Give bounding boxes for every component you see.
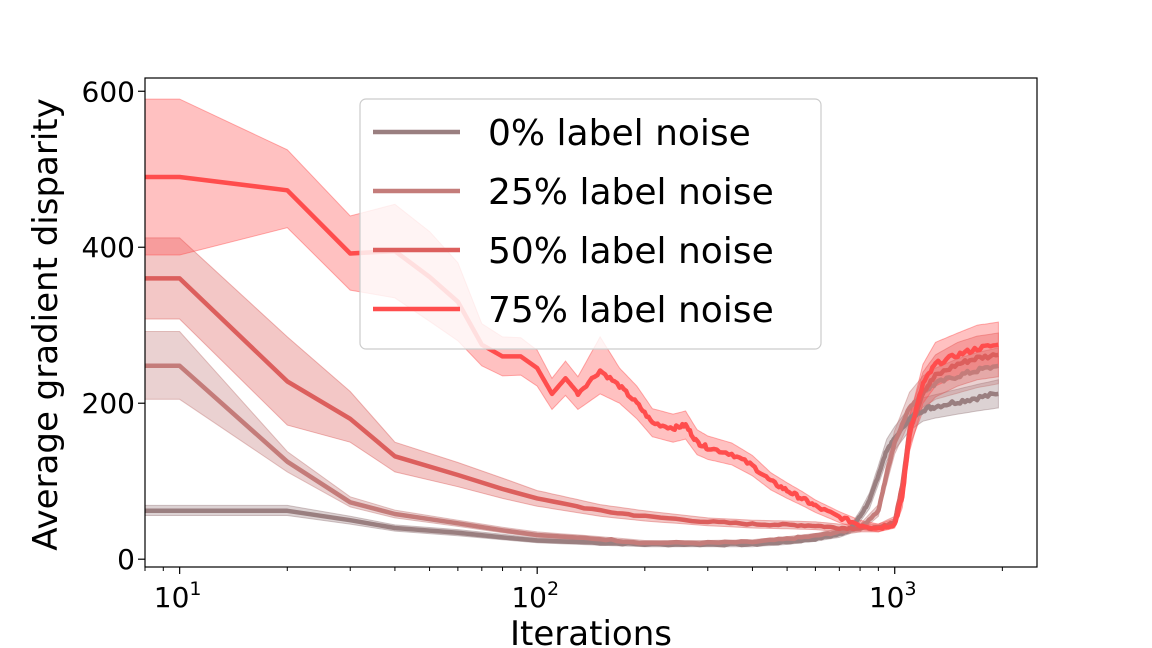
y-axis-ticks: 0 200 400 600 (82, 75, 145, 576)
series-band-2 (144, 237, 999, 533)
y-axis-label: Average gradient disparity (26, 98, 66, 551)
y-tick-label: 200 (82, 387, 135, 420)
plot-area (144, 77, 1038, 568)
y-tick-label: 600 (82, 75, 135, 108)
series-lines (145, 174, 999, 548)
plot-frame (144, 77, 1038, 568)
y-tick-label: 0 (117, 543, 135, 576)
legend-label-3: 75% label noise (488, 290, 774, 331)
x-axis-label: Iterations (510, 614, 672, 648)
series-line-3 (145, 174, 999, 531)
series-line-0 (145, 391, 999, 548)
legend-label-2: 50% label noise (488, 231, 774, 272)
legend: 0% label noise 25% label noise 50% label n… (359, 98, 822, 350)
x-tick-label: 101 (154, 578, 202, 614)
x-tick-label: 102 (511, 578, 559, 614)
legend-label-1: 25% label noise (488, 172, 774, 213)
y-tick-label: 400 (82, 231, 135, 264)
legend-box (359, 98, 822, 350)
x-tick-label: 103 (869, 578, 917, 614)
x-axis-ticks: 101 102 103 (144, 567, 1003, 614)
legend-label-0: 0% label noise (488, 113, 751, 154)
